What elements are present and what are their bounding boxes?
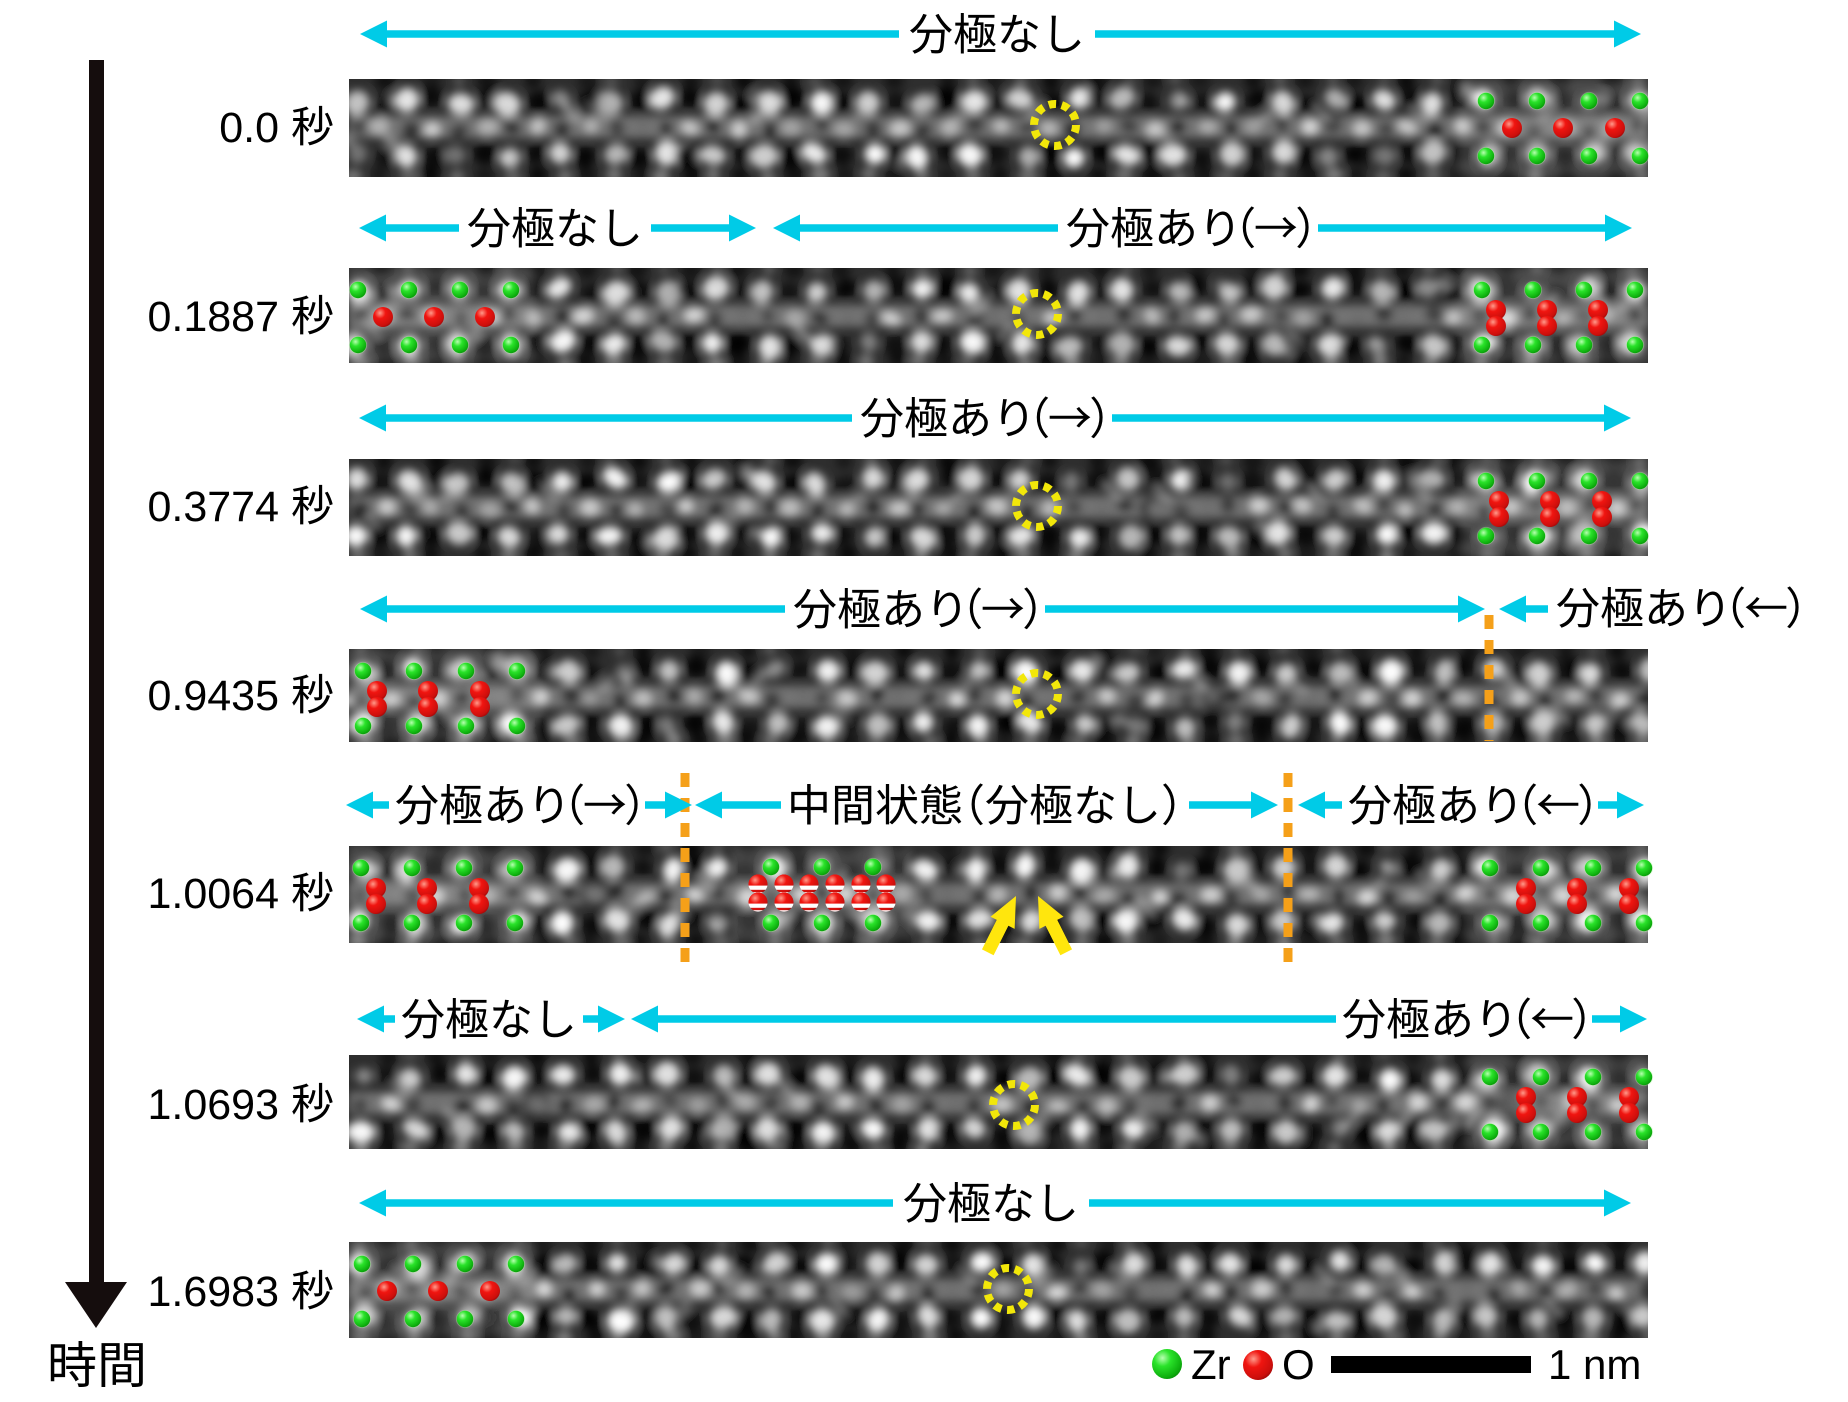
svg-text:0.3774: 0.3774 bbox=[147, 483, 279, 531]
svg-text:1.6983: 1.6983 bbox=[147, 1268, 279, 1316]
svg-text:O: O bbox=[1282, 1341, 1315, 1388]
svg-text:0.0: 0.0 bbox=[219, 104, 279, 152]
svg-text:0.1887: 0.1887 bbox=[147, 293, 279, 341]
svg-text:1.0064: 1.0064 bbox=[147, 870, 279, 918]
svg-text:1.0693: 1.0693 bbox=[147, 1081, 279, 1129]
svg-text:Zr: Zr bbox=[1191, 1341, 1231, 1388]
svg-text:0.9435: 0.9435 bbox=[147, 672, 279, 720]
svg-text:1 nm: 1 nm bbox=[1548, 1341, 1641, 1388]
